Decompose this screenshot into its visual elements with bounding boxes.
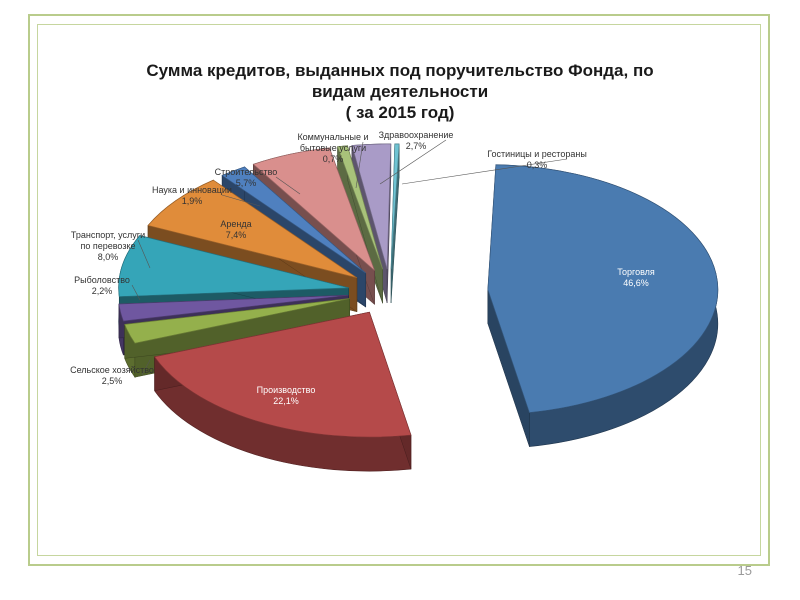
slice-label-line-2-0: Сельское хозяйство [70,365,154,375]
slice-label-line-6-1: 1,9% [182,196,203,206]
slice-5 [147,179,358,279]
leader-line-4 [137,239,151,269]
page-number: 15 [737,563,752,578]
slice-label-line-5-0: Аренда [220,219,251,229]
leader-line-7 [275,176,301,195]
slice-label-1: Производство 22,1% [257,385,316,406]
slice-label-line-1-0: Производство [257,385,316,395]
pie-labels: Торговля 46,6% Производство 22,1% Сельское х… [70,130,655,406]
leader-line-9 [379,139,447,185]
slice-label-line-7-1: 5,7% [236,178,257,188]
slice-label-line-0-1: 46,6% [623,278,649,288]
slice-7 [252,147,375,271]
slice-label-4: Транспорт, услуги по перевозке 8,0% [71,230,145,262]
slice-label-line-7-0: Строительство [215,167,278,177]
slice-10 [390,143,400,269]
chart-title-line-2: видам деятельности [311,82,489,101]
pie-leader-lines [131,139,568,376]
slice-label-5: Аренда 7,4% [220,219,251,240]
slice-label-line-10-0: Гостиницы и рестораны [487,149,587,159]
slice-label-line-9-0: Здравоохранение [379,130,454,140]
chart-title: Сумма кредитов, выданных под поручительс… [70,60,730,123]
leader-line-6 [221,194,261,207]
slice-label-6: Наука и инновации 1,9% [152,185,232,206]
slice-label-line-9-1: 2,7% [406,141,427,151]
leader-line-8 [355,141,364,189]
slice-0 [487,164,719,413]
slice-label-7: Строительство 5,7% [215,167,278,188]
leader-line-10 [401,158,568,185]
slice-9 [351,143,392,270]
slice-1 [154,311,412,438]
slice-label-line-3-0: Рыболовство [74,275,130,285]
leader-line-3 [131,284,141,301]
slice-label-8: Коммунальные и бытовые услуги 0,7% [297,132,368,164]
slide-outer-frame [28,14,770,566]
slice-label-9: Здравоохранение 2,7% [379,130,454,151]
slice-label-line-8-2: 0,7% [323,154,344,164]
slice-label-line-0-0: Торговля [617,267,655,277]
slice-label-line-5-1: 7,4% [226,230,247,240]
slice-label-line-3-1: 2,2% [92,286,113,296]
chart-title-line-1: Сумма кредитов, выданных под поручительс… [146,61,654,80]
slice-label-line-4-2: 8,0% [98,252,119,262]
pie-slice-tops [118,143,719,438]
slice-label-3: Рыболовство 2,2% [74,275,130,296]
slice-label-line-4-1: по перевозке [80,241,135,251]
slice-label-line-10-1: 0,3% [527,160,548,170]
slice-label-line-1-1: 22,1% [273,396,299,406]
slice-8 [337,145,384,270]
chart-title-line-3: ( за 2015 год) [345,103,455,122]
slice-label-10: Гостиницы и рестораны 0,3% [487,149,587,170]
slice-2 [124,298,350,344]
slice-6 [221,166,367,274]
slice-label-0: Торговля 46,6% [617,267,655,288]
slice-4 [118,235,349,297]
slice-label-line-6-0: Наука и инновации [152,185,232,195]
slide-inner-frame [37,24,761,556]
slice-label-2: Сельское хозяйство 2,5% [70,365,154,386]
slice-label-line-8-1: бытовые услуги [300,143,366,153]
slice-label-line-2-1: 2,5% [102,376,123,386]
slice-label-line-8-0: Коммунальные и [297,132,368,142]
leader-line-2 [141,359,151,376]
slice-3 [118,294,349,322]
slice-label-line-4-0: Транспорт, услуги [71,230,145,240]
